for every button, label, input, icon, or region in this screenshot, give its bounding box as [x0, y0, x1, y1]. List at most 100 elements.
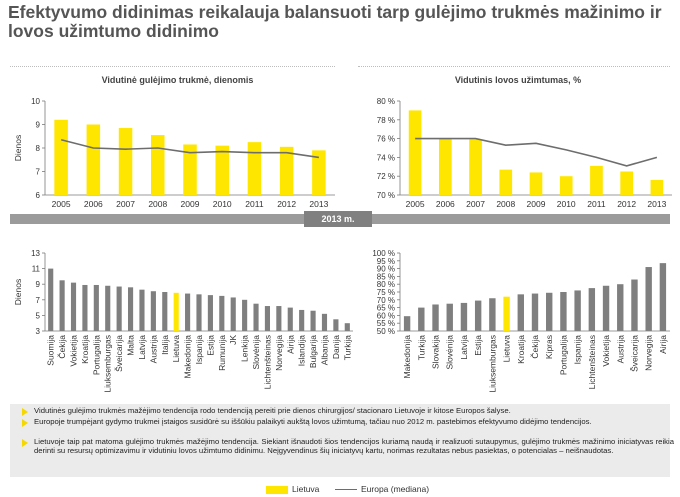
bar-2011: [247, 142, 262, 195]
x-tick-label-suomija: Suomija: [46, 335, 56, 366]
bar-2009: [183, 144, 197, 195]
x-tick-label-portugalija: Portugalija: [91, 335, 101, 375]
page-title: Efektyvumo didinimas reikalauja balansuo…: [8, 2, 662, 41]
chart-bed-occupancy-countries: 50 %55 %60 %65 %70 %75 %80 %85 %90 %95 %…: [372, 249, 670, 393]
bar-italija: [162, 292, 168, 331]
y-tick-label: 76 %: [377, 135, 395, 144]
bar-portugalija: [560, 292, 567, 331]
x-tick-label-malta: Malta: [126, 335, 136, 356]
y-tick-label: 11: [32, 265, 41, 274]
y-tick-label: 3: [36, 327, 41, 336]
bar-kroatija: [82, 284, 88, 331]
x-tick-label-2006: 2006: [436, 199, 455, 209]
chart-length-of-stay-trend: 6 7 8 9 10 Dienos 2005 2006 2007 2008 2009 2010 2011…: [13, 97, 335, 209]
bar-sveicarija: [631, 279, 638, 331]
x-tick-label-2009: 2009: [527, 199, 546, 209]
y-tick-label: 100 %: [372, 249, 395, 258]
bar-2013: [650, 179, 664, 195]
x-tick-label-latvija: Latvija: [459, 335, 469, 360]
x-tick-label-ispanija: Ispanija: [194, 335, 204, 365]
y-tick-label: 78 %: [377, 116, 395, 125]
bar-airija: [287, 307, 293, 331]
bar-jk: [230, 297, 236, 331]
x-tick-label-makedonija: Makedonija: [183, 335, 193, 379]
chart-title-length-of-stay: Vidutinė gulėjimo trukmė, dienomis: [101, 75, 254, 85]
y-tick-label: 9: [36, 121, 41, 130]
bar-danija: [333, 319, 339, 331]
x-tick-label-vokietija: Vokietija: [601, 335, 611, 367]
x-tick-label-2010: 2010: [557, 199, 576, 209]
y-tick-label: 80 %: [377, 97, 395, 106]
x-tick-label-slovenija: Slovėnija: [445, 335, 455, 370]
x-tick-label-albanija: Albanija: [319, 335, 329, 366]
chart-bed-occupancy-trend: 70 % 72 % 74 % 76 % 78 % 80 % 2005 2006 2007 2008…: [377, 97, 672, 209]
x-tick-label-makedonija: Makedonija: [402, 335, 412, 379]
x-tick-label-2010: 2010: [213, 199, 232, 209]
y-tick-label: 70 %: [377, 191, 395, 200]
bar-2008: [151, 135, 165, 195]
y-tick-label: 50 %: [377, 327, 395, 336]
bar-norvegija: [645, 267, 652, 331]
x-tick-label-2008: 2008: [148, 199, 167, 209]
y-tick-label: 65 %: [377, 304, 395, 313]
x-tick-label-2007: 2007: [466, 199, 485, 209]
bar-ispanija: [196, 294, 202, 331]
bar-austrija: [150, 291, 156, 331]
x-tick-label-slovenija: Slovėnija: [251, 335, 261, 370]
bar-2012: [620, 171, 634, 195]
bar-lietuva: [503, 296, 510, 331]
note-3: Lietuvoje taip pat matoma gulėjimo trukm…: [34, 437, 674, 455]
bar-airija: [659, 263, 667, 331]
note-bullet-icon: [22, 439, 28, 447]
bar-2007: [469, 139, 482, 195]
x-tick-label-2012: 2012: [617, 199, 636, 209]
y-tick-label: 60 %: [377, 311, 395, 320]
x-tick-label-islandija: Islandija: [297, 335, 307, 366]
bar-makedonija: [403, 316, 411, 331]
bar-liuksemburgas: [489, 298, 496, 331]
x-tick-label-cekija: Čekija: [530, 335, 540, 359]
bar-slovakija: [432, 304, 439, 331]
x-tick-label-2012: 2012: [277, 199, 296, 209]
y-tick-label: 10: [31, 97, 40, 106]
legend-europa-label: Europa (mediana): [361, 484, 430, 494]
bar-austrija: [617, 284, 624, 331]
x-tick-label-estija: Estija: [205, 335, 215, 356]
x-tick-label-lietuva: Lietuva: [171, 335, 181, 363]
x-tick-label-2013: 2013: [309, 199, 328, 209]
bar-malta: [127, 287, 134, 331]
line-europa-mediana: [60, 138, 320, 159]
x-tick-label-2011: 2011: [587, 199, 606, 209]
x-tick-label-sveicarija: Šveicarija: [629, 335, 639, 372]
x-tick-label-2005: 2005: [406, 199, 425, 209]
y-tick-label: 70 %: [377, 296, 395, 305]
bar-slovenija: [253, 303, 259, 331]
bar-2010: [215, 145, 229, 195]
note-bullet-icon: [22, 408, 28, 416]
x-tick-label-airija: Airija: [658, 335, 668, 354]
x-tick-label-bulgarija: Bulgarija: [308, 335, 318, 368]
bar-2012: [279, 146, 294, 195]
bar-lichtensteinas: [264, 306, 271, 331]
x-tick-label-cekija: Čekija: [57, 335, 67, 359]
notes-box: Vidutinės gulėjimo trukmės mažėjimo tend…: [10, 404, 674, 477]
y-tick-label: 8: [36, 144, 41, 153]
bar-portugalija: [93, 284, 99, 331]
x-tick-label-kroatija: Kroatija: [516, 335, 526, 364]
x-tick-label-portugalija: Portugalija: [558, 335, 568, 375]
x-tick-label-italija: Italija: [160, 335, 170, 355]
x-tick-label-latvija: Latvija: [137, 335, 147, 360]
x-tick-label-danija: Danija: [331, 335, 341, 359]
bar-2009: [529, 172, 543, 195]
bar-lichtensteinas: [588, 288, 596, 331]
x-tick-label-vokietija: Vokietija: [69, 335, 79, 367]
legend-lietuva-label: Lietuva: [292, 484, 320, 494]
bar-2008: [499, 169, 513, 195]
y-tick-label: 90 %: [377, 265, 395, 274]
bar-2011: [590, 165, 603, 195]
x-tick-label-jk: JK: [228, 335, 238, 345]
bar-kipras: [546, 292, 553, 331]
y-axis-label: Dienos: [13, 135, 23, 161]
y-tick-label: 6: [36, 191, 41, 200]
x-tick-label-estija: Estija: [473, 335, 483, 356]
